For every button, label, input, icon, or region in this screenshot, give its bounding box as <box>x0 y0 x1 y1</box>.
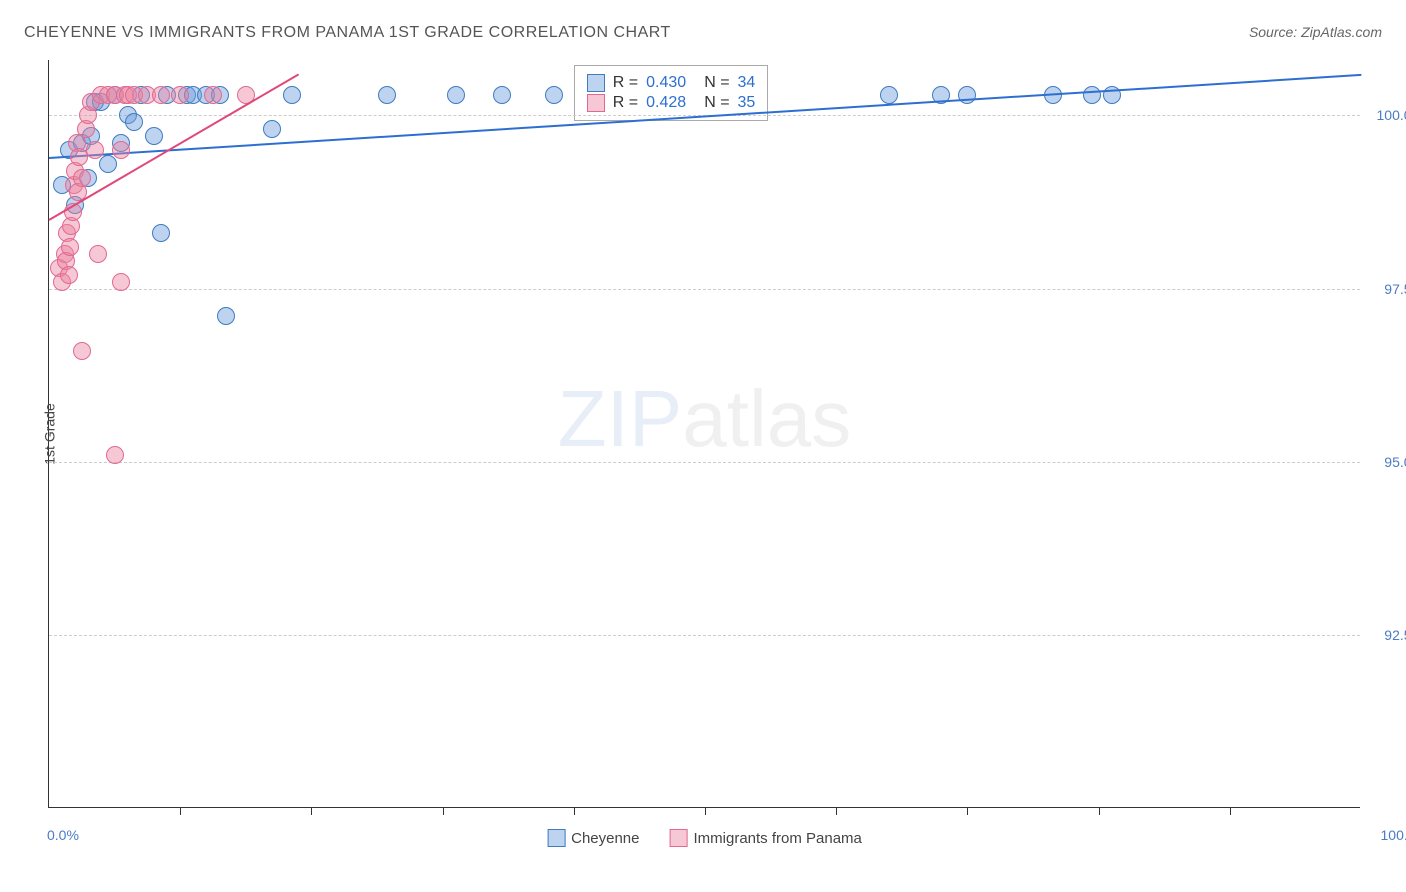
scatter-point <box>263 120 281 138</box>
legend-series-label: Cheyenne <box>571 830 639 847</box>
gridline-h <box>49 462 1360 463</box>
scatter-point <box>152 86 170 104</box>
scatter-point <box>880 86 898 104</box>
scatter-point <box>60 266 78 284</box>
source-label: Source: ZipAtlas.com <box>1249 24 1382 40</box>
legend-swatch <box>670 829 688 847</box>
scatter-point <box>86 141 104 159</box>
x-tick <box>836 807 837 815</box>
scatter-point <box>112 141 130 159</box>
scatter-point <box>204 86 222 104</box>
legend-n-label: N = <box>704 74 729 92</box>
scatter-point <box>545 86 563 104</box>
gridline-h <box>49 289 1360 290</box>
legend-n-value: 35 <box>738 94 756 112</box>
watermark: ZIPatlas <box>558 373 851 465</box>
legend-r-label: R = <box>613 74 638 92</box>
legend-n-value: 34 <box>738 74 756 92</box>
legend-bottom: Cheyenne Immigrants from Panama <box>547 829 862 847</box>
legend-n-label: N = <box>704 94 729 112</box>
watermark-atlas: atlas <box>682 374 851 463</box>
legend-swatch <box>587 74 605 92</box>
x-tick <box>1230 807 1231 815</box>
legend-r-value: 0.430 <box>646 74 686 92</box>
scatter-point <box>493 86 511 104</box>
scatter-point <box>125 113 143 131</box>
x-axis-min-label: 0.0% <box>47 827 79 843</box>
x-tick <box>443 807 444 815</box>
legend-swatch <box>547 829 565 847</box>
y-tick-label: 100.0% <box>1377 107 1406 123</box>
legend-series-label: Immigrants from Panama <box>694 830 862 847</box>
scatter-point <box>73 342 91 360</box>
scatter-point <box>61 238 79 256</box>
scatter-point <box>283 86 301 104</box>
scatter-point <box>171 86 189 104</box>
x-tick <box>574 807 575 815</box>
scatter-point <box>447 86 465 104</box>
x-tick <box>180 807 181 815</box>
legend-swatch <box>587 94 605 112</box>
scatter-point <box>106 446 124 464</box>
legend-r-label: R = <box>613 94 638 112</box>
y-tick-label: 95.0% <box>1384 454 1406 470</box>
y-tick-label: 97.5% <box>1384 281 1406 297</box>
scatter-point <box>99 155 117 173</box>
x-tick <box>705 807 706 815</box>
x-tick <box>1099 807 1100 815</box>
scatter-point <box>145 127 163 145</box>
x-tick <box>311 807 312 815</box>
scatter-point <box>112 273 130 291</box>
legend-bottom-item: Immigrants from Panama <box>670 829 862 847</box>
y-axis-title: 1st Grade <box>42 403 58 464</box>
legend-stats-row: R = 0.428 N = 35 <box>587 94 756 112</box>
legend-bottom-item: Cheyenne <box>547 829 639 847</box>
scatter-point <box>378 86 396 104</box>
scatter-point <box>89 245 107 263</box>
scatter-point <box>217 307 235 325</box>
watermark-zip: ZIP <box>558 374 682 463</box>
chart-title: CHEYENNE VS IMMIGRANTS FROM PANAMA 1ST G… <box>24 24 671 42</box>
x-tick <box>967 807 968 815</box>
legend-r-value: 0.428 <box>646 94 686 112</box>
legend-stats-row: R = 0.430 N = 34 <box>587 74 756 92</box>
gridline-h <box>49 635 1360 636</box>
scatter-point <box>1083 86 1101 104</box>
scatter-point <box>152 224 170 242</box>
x-axis-max-label: 100.0% <box>1381 827 1406 843</box>
plot-area: ZIPatlas 1st Grade 0.0% 100.0% R =0.430N… <box>48 60 1360 808</box>
y-tick-label: 92.5% <box>1384 627 1406 643</box>
scatter-point <box>73 169 91 187</box>
